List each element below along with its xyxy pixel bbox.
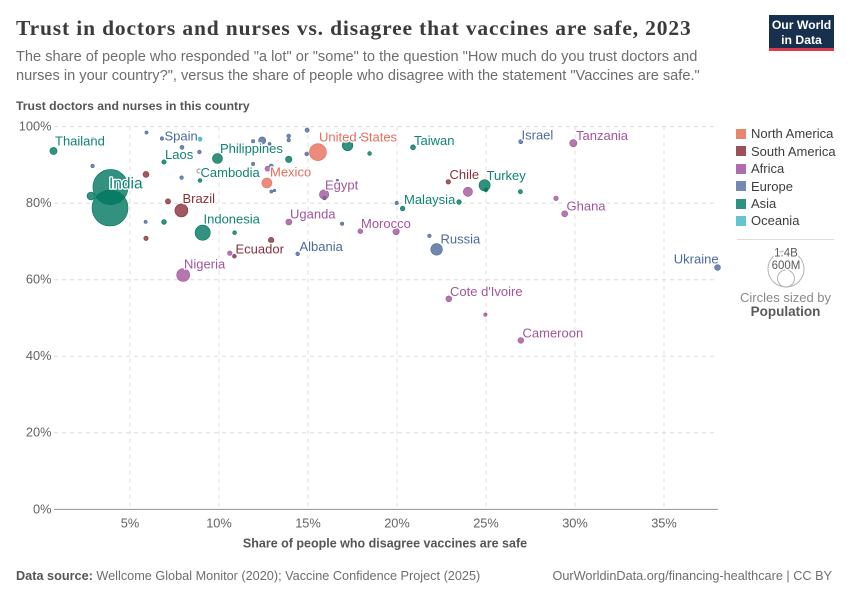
svg-text:600M: 600M xyxy=(772,260,801,272)
svg-text:Malaysia: Malaysia xyxy=(404,192,456,207)
svg-text:Chile: Chile xyxy=(450,167,480,182)
svg-text:Laos: Laos xyxy=(165,147,194,162)
svg-text:Thailand: Thailand xyxy=(55,134,105,149)
svg-text:30%: 30% xyxy=(562,516,588,531)
svg-text:1.4B: 1.4B xyxy=(774,248,798,260)
svg-text:15%: 15% xyxy=(295,516,321,531)
svg-text:Israel: Israel xyxy=(522,128,554,143)
svg-text:Morocco: Morocco xyxy=(361,216,411,231)
svg-text:Turkey: Turkey xyxy=(487,168,527,183)
svg-text:Taiwan: Taiwan xyxy=(414,133,454,148)
svg-text:Cote d'Ivoire: Cote d'Ivoire xyxy=(450,284,523,299)
svg-text:Indonesia: Indonesia xyxy=(204,212,261,227)
svg-text:Cambodia: Cambodia xyxy=(201,165,261,180)
svg-text:10%: 10% xyxy=(206,516,232,531)
svg-text:Share of people who disagree v: Share of people who disagree vaccines ar… xyxy=(243,537,527,551)
svg-text:40%: 40% xyxy=(26,348,52,363)
svg-text:Tanzania: Tanzania xyxy=(576,128,629,143)
svg-text:Uganda: Uganda xyxy=(290,207,336,222)
svg-text:Ukraine: Ukraine xyxy=(674,252,719,267)
svg-text:Russia: Russia xyxy=(441,232,482,247)
svg-text:Mexico: Mexico xyxy=(270,165,311,180)
svg-text:100%: 100% xyxy=(19,119,52,134)
svg-text:20%: 20% xyxy=(26,425,52,440)
svg-text:5%: 5% xyxy=(121,516,140,531)
svg-text:20%: 20% xyxy=(384,516,410,531)
svg-text:Nigeria: Nigeria xyxy=(184,257,226,272)
svg-text:Spain: Spain xyxy=(165,129,198,144)
svg-text:60%: 60% xyxy=(26,272,52,287)
svg-text:Ghana: Ghana xyxy=(567,198,607,213)
svg-text:United States: United States xyxy=(319,130,398,145)
svg-text:0%: 0% xyxy=(33,501,52,516)
svg-text:Albania: Albania xyxy=(300,239,344,254)
svg-text:25%: 25% xyxy=(473,516,499,531)
svg-text:Cameroon: Cameroon xyxy=(523,326,584,341)
svg-text:Egypt: Egypt xyxy=(325,178,359,193)
svg-text:India: India xyxy=(109,175,143,192)
svg-text:35%: 35% xyxy=(651,516,677,531)
svg-text:Ecuador: Ecuador xyxy=(236,241,285,256)
svg-text:Philippines: Philippines xyxy=(220,141,283,156)
svg-text:80%: 80% xyxy=(26,195,52,210)
svg-text:Brazil: Brazil xyxy=(183,191,216,206)
